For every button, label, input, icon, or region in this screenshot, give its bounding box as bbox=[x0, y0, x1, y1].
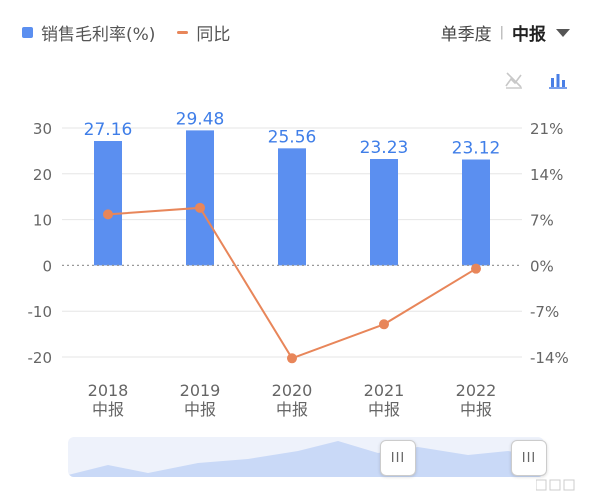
gross-margin-chart: 30 20 10 0 -10 -20 21% 14% 7% 0% -7% -14% 27.16 29.48… bbox=[28, 109, 569, 419]
category-label-line: 2019 bbox=[180, 381, 221, 400]
category-label-line: 中报 bbox=[276, 400, 308, 419]
category-label-line: 中报 bbox=[184, 400, 216, 419]
category-label-line: 2022 bbox=[456, 381, 497, 400]
period-option-quarter[interactable]: 单季度 bbox=[440, 25, 492, 45]
right-tick-label: -7% bbox=[530, 303, 559, 321]
category-label-line: 2020 bbox=[272, 381, 313, 400]
yoy-point bbox=[471, 263, 481, 274]
chart-type-toggles bbox=[504, 70, 568, 90]
bar bbox=[278, 148, 306, 266]
bar bbox=[462, 159, 490, 266]
legend-bar-label: 销售毛利率(%) bbox=[41, 25, 156, 45]
yoy-point bbox=[195, 202, 205, 213]
slider-handle-right[interactable]: III bbox=[511, 440, 547, 476]
line-swatch bbox=[177, 31, 189, 34]
legend-item-gross-margin[interactable]: 销售毛利率(%) bbox=[22, 20, 155, 45]
bar-chart-icon[interactable] bbox=[548, 70, 568, 90]
legend-item-yoy[interactable]: 同比 bbox=[177, 20, 230, 45]
category-label: 2022 中报 bbox=[456, 381, 497, 419]
left-tick-label: -20 bbox=[28, 349, 53, 367]
category-label-line: 2021 bbox=[364, 381, 405, 400]
category-label: 2021 中报 bbox=[364, 381, 405, 419]
period-separator: | bbox=[499, 25, 504, 40]
category-label-line: 中报 bbox=[92, 400, 124, 419]
chart-legend: 销售毛利率(%) 同比 bbox=[22, 20, 252, 45]
yoy-point bbox=[287, 353, 297, 364]
category-label: 2018 中报 bbox=[88, 381, 129, 419]
right-tick-label: 7% bbox=[530, 212, 554, 230]
bar-value-label: 23.23 bbox=[360, 138, 409, 158]
left-tick-label: 0 bbox=[42, 257, 52, 275]
category-label-line: 中报 bbox=[460, 400, 492, 419]
bar-value-label: 27.16 bbox=[84, 120, 133, 140]
watermark bbox=[535, 478, 586, 495]
slider-preview-area bbox=[68, 441, 544, 477]
range-slider-track[interactable] bbox=[68, 437, 544, 477]
right-tick-label: -14% bbox=[530, 349, 569, 367]
yoy-point bbox=[379, 319, 389, 330]
left-tick-label: 30 bbox=[33, 120, 52, 138]
right-tick-label: 21% bbox=[530, 120, 563, 138]
period-option-half[interactable]: 中报 bbox=[512, 25, 546, 45]
category-label: 2019 中报 bbox=[180, 381, 221, 419]
category-label-line: 2018 bbox=[88, 381, 129, 400]
category-label: 2020 中报 bbox=[272, 381, 313, 419]
period-selector[interactable]: 单季度 | 中报 bbox=[441, 20, 570, 45]
category-label-line: 中报 bbox=[368, 400, 400, 419]
bar-value-label: 29.48 bbox=[176, 109, 225, 129]
legend-line-label: 同比 bbox=[196, 25, 231, 45]
bar bbox=[94, 141, 122, 266]
slider-handle-left[interactable]: III bbox=[380, 440, 416, 476]
left-tick-label: -10 bbox=[28, 303, 53, 321]
bar-swatch bbox=[22, 27, 33, 38]
chevron-down-icon[interactable] bbox=[556, 28, 570, 37]
left-tick-label: 20 bbox=[33, 166, 52, 184]
bar-value-label: 23.12 bbox=[452, 139, 501, 159]
bar bbox=[186, 130, 214, 266]
right-tick-label: 14% bbox=[530, 166, 563, 184]
line-chart-disabled-icon[interactable] bbox=[504, 70, 524, 90]
bar-value-label: 25.56 bbox=[268, 127, 317, 147]
yoy-point bbox=[103, 209, 113, 220]
bar bbox=[370, 159, 398, 266]
right-tick-label: 0% bbox=[530, 257, 554, 275]
left-tick-label: 10 bbox=[33, 212, 52, 230]
